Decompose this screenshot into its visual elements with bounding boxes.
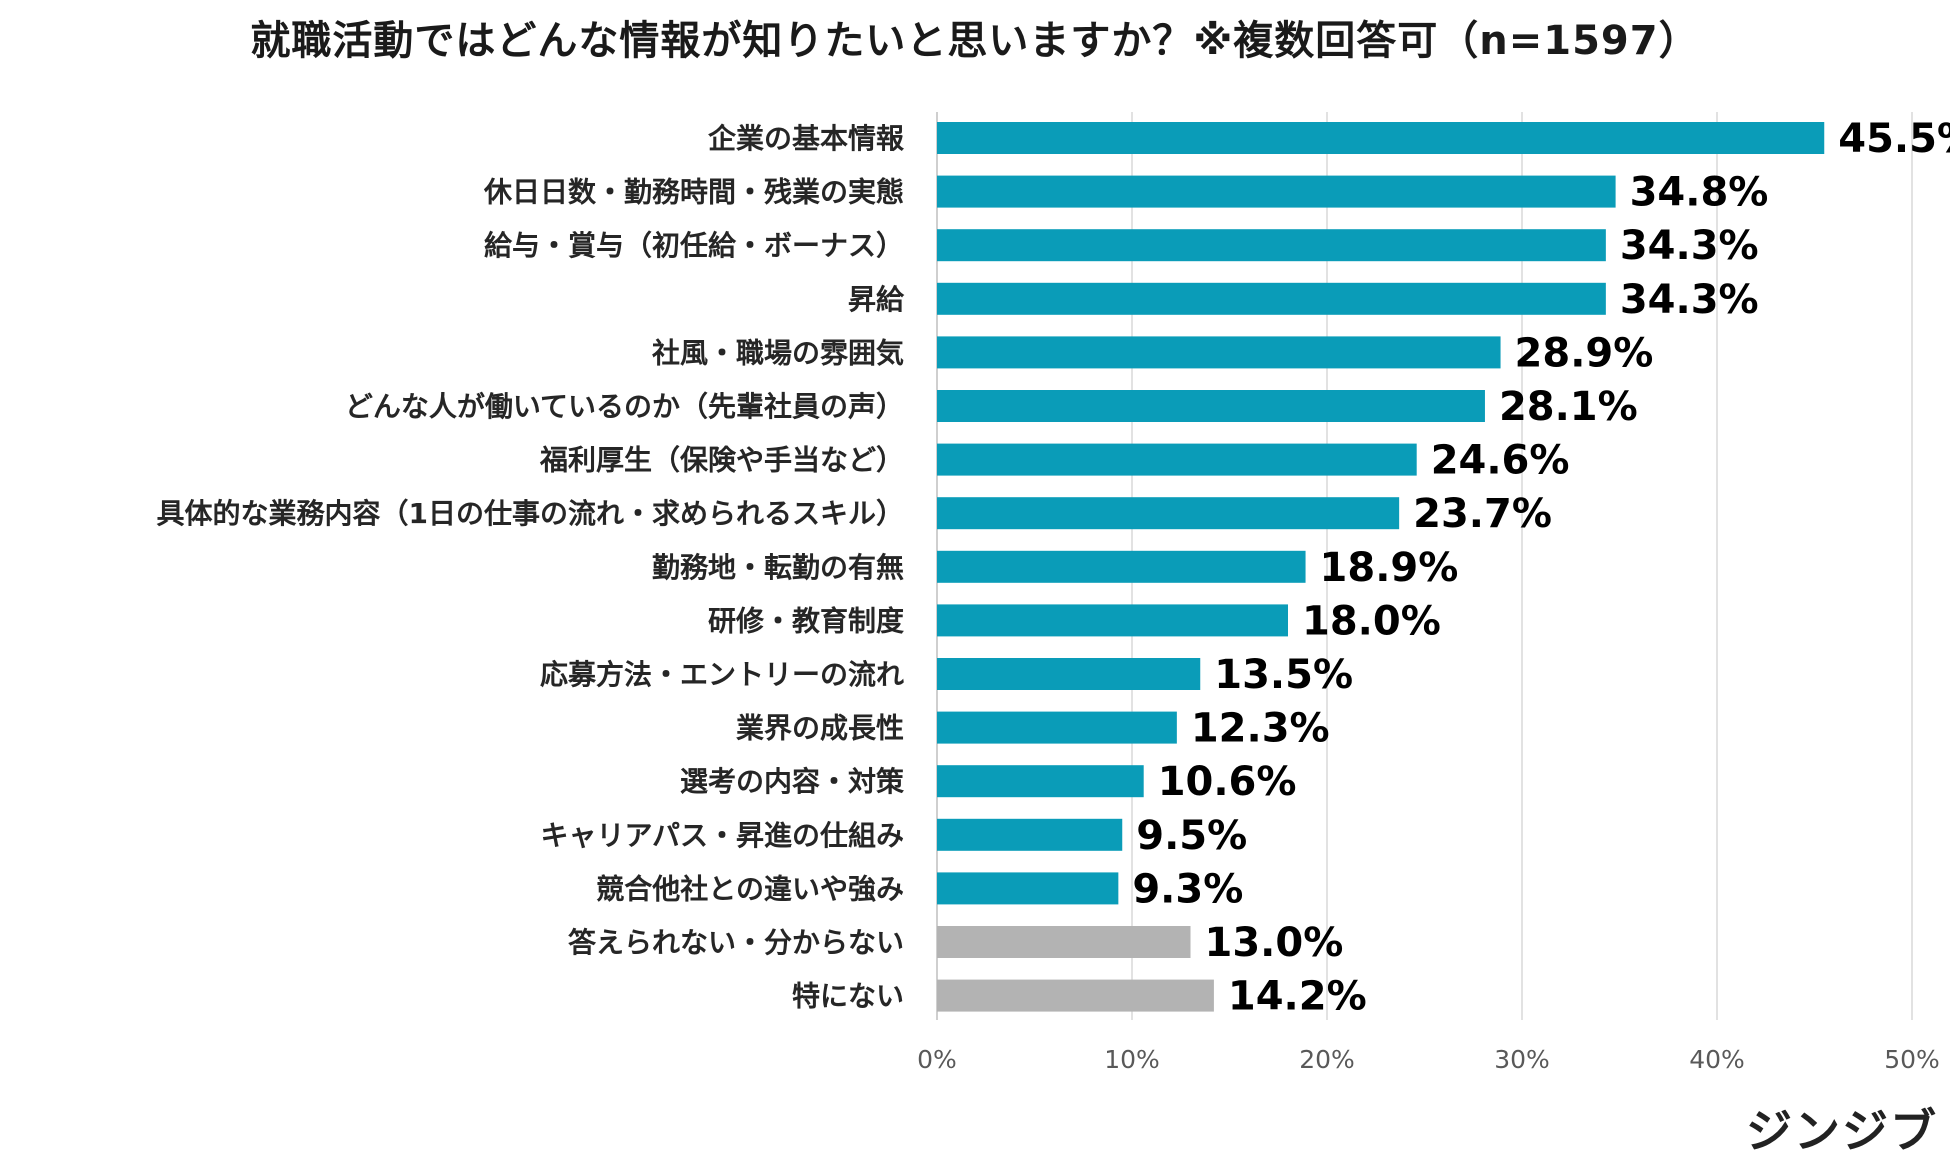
- category-label: 社風・職場の雰囲気: [652, 336, 904, 369]
- data-label: 13.0%: [1205, 920, 1344, 966]
- x-tick-label: 20%: [1299, 1045, 1355, 1074]
- category-label: 企業の基本情報: [708, 122, 905, 155]
- data-label: 9.3%: [1132, 866, 1243, 912]
- category-label: 昇給: [848, 283, 905, 316]
- bar: [937, 658, 1201, 690]
- bar: [937, 443, 1417, 476]
- chart-title: 就職活動ではどんな情報が知りたいと思いますか？※複数回答可（n=1597）: [250, 18, 1700, 64]
- category-label: 特にない: [792, 980, 904, 1013]
- bar: [937, 765, 1144, 798]
- bar: [937, 282, 1606, 315]
- category-label: 業界の成長性: [736, 712, 904, 745]
- category-label: キャリアパス・昇進の仕組み: [541, 819, 904, 852]
- data-label: 18.9%: [1320, 545, 1459, 591]
- data-label: 34.3%: [1620, 223, 1759, 269]
- x-tick-label: 30%: [1494, 1045, 1550, 1074]
- data-label: 28.1%: [1499, 384, 1638, 430]
- data-label: 13.5%: [1214, 652, 1353, 698]
- bar: [937, 872, 1119, 905]
- bar: [937, 550, 1306, 583]
- data-label: 18.0%: [1302, 598, 1441, 644]
- category-label: 勤務地・転勤の有無: [652, 551, 904, 584]
- x-tick-label: 50%: [1884, 1045, 1940, 1074]
- bar: [937, 175, 1616, 208]
- bar: [937, 711, 1177, 744]
- bar: [937, 497, 1400, 530]
- data-label: 23.7%: [1413, 491, 1552, 537]
- bar: [937, 122, 1825, 154]
- data-label: 24.6%: [1431, 438, 1570, 484]
- category-label: 競合他社との違いや強み: [596, 872, 904, 905]
- bar: [937, 926, 1191, 958]
- x-tick-label: 10%: [1104, 1045, 1160, 1074]
- data-label: 10.6%: [1158, 759, 1297, 805]
- x-tick-label: 40%: [1689, 1045, 1745, 1074]
- category-label: 答えられない・分からない: [568, 926, 904, 959]
- x-tick-label: 0%: [917, 1045, 957, 1074]
- bar: [937, 390, 1485, 422]
- category-label: 給与・賞与（初任給・ボーナス）: [484, 229, 904, 262]
- data-label: 28.9%: [1515, 330, 1654, 376]
- data-label: 14.2%: [1228, 974, 1367, 1020]
- data-label: 45.5%: [1838, 116, 1950, 162]
- bar: [937, 818, 1123, 851]
- category-label: 選考の内容・対策: [680, 765, 904, 798]
- bar: [937, 229, 1606, 262]
- bar: [937, 336, 1501, 369]
- brand-logo: ジンジブ: [1746, 1104, 1938, 1158]
- category-label: 具体的な業務内容（1日の仕事の流れ・求められるスキル）: [157, 497, 905, 530]
- bar: [937, 979, 1214, 1012]
- category-label: 休日日数・勤務時間・残業の実態: [483, 176, 904, 209]
- data-label: 9.5%: [1136, 813, 1247, 859]
- bar: [937, 604, 1288, 637]
- data-label: 34.8%: [1630, 170, 1769, 216]
- data-label: 34.3%: [1620, 277, 1759, 323]
- category-label: 研修・教育制度: [708, 604, 904, 637]
- category-label: どんな人が働いているのか（先輩社員の声）: [345, 390, 904, 423]
- category-label: 応募方法・エントリーの流れ: [540, 658, 904, 691]
- category-label: 福利厚生（保険や手当など）: [539, 444, 904, 477]
- data-label: 12.3%: [1191, 706, 1330, 752]
